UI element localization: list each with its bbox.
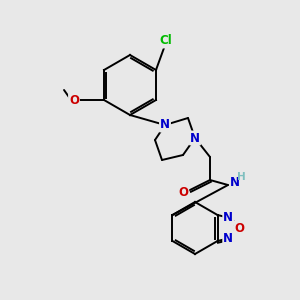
Text: N: N (223, 211, 233, 224)
Text: O: O (69, 94, 79, 106)
Text: N: N (160, 118, 170, 131)
Text: N: N (190, 131, 200, 145)
Text: H: H (237, 172, 245, 182)
Text: O: O (178, 185, 188, 199)
Text: Cl: Cl (160, 34, 172, 47)
Text: O: O (234, 221, 244, 235)
Text: N: N (223, 232, 233, 245)
Text: N: N (230, 176, 240, 188)
